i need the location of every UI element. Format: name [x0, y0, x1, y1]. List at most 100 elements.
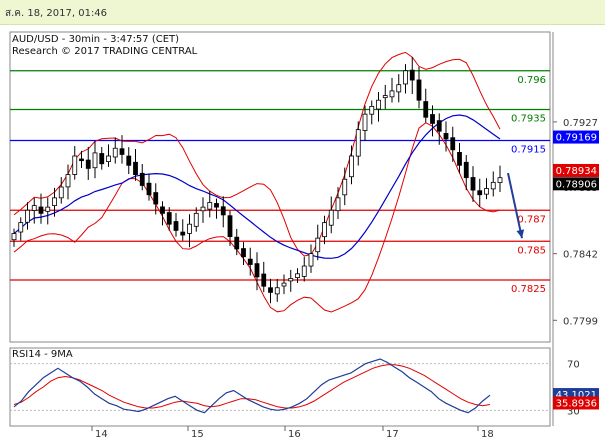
rsi-title: RSI14 - 9MA	[12, 349, 73, 360]
candle-body	[92, 152, 98, 169]
rsi-ma-line	[13, 364, 491, 409]
price-tick-label: 0.7927	[563, 118, 598, 129]
candle-body	[220, 206, 226, 216]
price-tick-label: 0.7799	[563, 316, 598, 327]
candle-body	[274, 287, 280, 295]
candle-body	[79, 158, 84, 162]
level-label: 0.7935	[511, 114, 546, 125]
candle-body	[241, 248, 246, 258]
candle-body	[45, 206, 51, 212]
candle-body	[254, 263, 260, 278]
candle-body	[31, 205, 37, 211]
candle-body	[281, 282, 287, 287]
candle-body	[207, 202, 213, 210]
price-tag-box	[553, 177, 599, 191]
candle-body	[295, 273, 300, 278]
bollinger-upper-line	[13, 51, 501, 257]
candle-body	[443, 133, 449, 140]
candle-body	[301, 265, 307, 277]
candle-body	[153, 192, 159, 205]
candle-body	[355, 129, 361, 157]
price-tag-label: 0.79169	[556, 133, 597, 144]
chart-title: AUD/USD - 30min - 3:47:57 (CET)	[12, 34, 179, 45]
candle-body	[160, 206, 165, 214]
candle-body	[11, 233, 17, 241]
rsi-panel-frame	[9, 347, 551, 427]
candle-body	[416, 79, 422, 101]
rsi-tag-label: 43.1021	[556, 390, 597, 401]
candle-body	[180, 231, 186, 236]
candle-body	[308, 253, 314, 267]
candle-body	[409, 69, 415, 81]
candle-body	[25, 209, 30, 223]
candle-body	[106, 155, 111, 162]
price-panel-frame	[9, 31, 551, 343]
candle-body	[497, 177, 503, 183]
rsi-tag-box	[553, 396, 599, 410]
x-tick-label: 17	[386, 429, 399, 440]
price-chart: AUD/USD - 30min - 3:47:57 (CET)Research …	[9, 31, 599, 440]
candle-body	[227, 215, 233, 238]
header-datetime: ส.ค. 18, 2017, 01:46	[5, 8, 108, 19]
candle-body	[490, 181, 496, 190]
candle-body	[247, 258, 253, 265]
candle-body	[146, 182, 152, 196]
candle-body	[484, 188, 489, 195]
candle-body	[457, 151, 462, 166]
candle-body	[268, 287, 273, 293]
candle-body	[349, 155, 354, 178]
candle-body	[376, 99, 381, 110]
candle-body	[430, 114, 435, 124]
candle-body	[328, 209, 334, 226]
level-label: 0.7825	[511, 284, 546, 295]
level-label: 0.7915	[511, 145, 546, 156]
candle-body	[72, 155, 78, 175]
level-label: 0.787	[517, 214, 546, 225]
candle-body	[362, 113, 368, 131]
candle-body	[112, 147, 118, 158]
chart-subtitle: Research © 2017 TRADING CENTRAL	[12, 46, 198, 57]
x-tick-label: 16	[288, 429, 301, 440]
price-tag-box	[553, 130, 599, 144]
candle-body	[18, 222, 24, 233]
candle-body	[288, 278, 294, 282]
rsi-tag-label: 35.8936	[556, 398, 597, 409]
price-tag-label: 0.78906	[556, 179, 597, 190]
candle-body	[99, 153, 105, 165]
candle-body	[423, 101, 429, 118]
level-label: 0.785	[517, 245, 546, 256]
candle-body	[65, 174, 71, 188]
candle-body	[335, 197, 341, 212]
forecast-arrow-shaft	[507, 172, 523, 239]
candle-body	[322, 222, 327, 238]
candle-body	[193, 212, 199, 227]
candle-body	[139, 172, 145, 186]
price-tag-box	[553, 163, 599, 177]
candle-body	[200, 206, 206, 212]
candle-body	[234, 236, 240, 250]
candle-body	[470, 177, 476, 191]
candle-body	[38, 206, 44, 214]
rsi-tick-label: 70	[567, 360, 580, 371]
candle-body	[166, 212, 172, 225]
candle-body	[450, 137, 456, 151]
price-tick-label: 0.7842	[563, 250, 598, 261]
candle-body	[261, 273, 267, 287]
level-label: 0.796	[517, 75, 546, 86]
candle-body	[396, 84, 402, 93]
rsi-line	[13, 358, 491, 414]
candle-body	[403, 70, 408, 85]
candle-body	[382, 95, 388, 99]
candle-body	[187, 223, 192, 234]
candle-body	[477, 190, 483, 196]
candle-body	[463, 161, 469, 179]
candle-body	[342, 178, 348, 196]
candle-body	[58, 186, 64, 199]
candle-body	[85, 159, 91, 169]
candle-body	[119, 148, 125, 155]
moving-average-line	[13, 114, 501, 259]
candle-body	[133, 161, 138, 176]
candle-body	[173, 221, 179, 231]
candle-body	[369, 106, 375, 115]
candle-body	[389, 90, 395, 98]
